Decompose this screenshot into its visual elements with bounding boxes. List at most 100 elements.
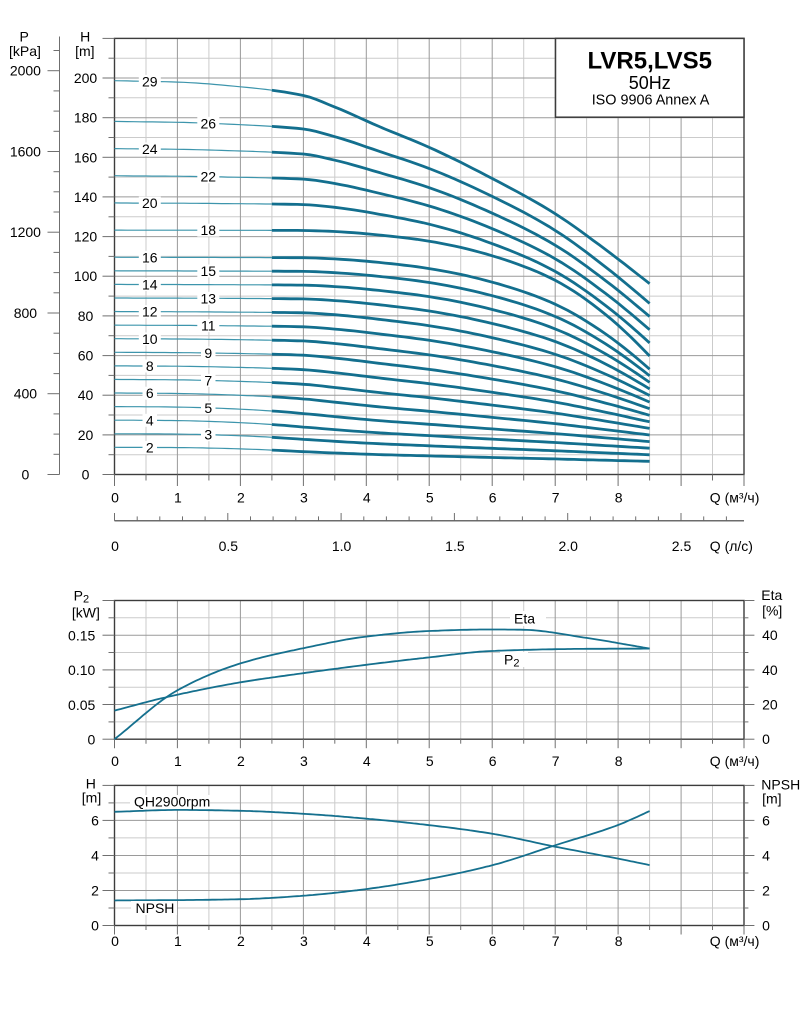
- svg-text:H: H: [80, 28, 90, 44]
- svg-text:1: 1: [174, 753, 182, 769]
- svg-text:8: 8: [615, 753, 623, 769]
- svg-text:ISO 9906 Annex A: ISO 9906 Annex A: [592, 93, 710, 109]
- svg-text:2: 2: [237, 753, 245, 769]
- svg-text:24: 24: [142, 141, 158, 157]
- svg-text:2: 2: [762, 883, 770, 899]
- svg-text:[kPa]: [kPa]: [9, 43, 41, 59]
- svg-text:40: 40: [762, 662, 778, 678]
- svg-text:20: 20: [762, 697, 778, 713]
- svg-text:7: 7: [552, 753, 560, 769]
- svg-text:3: 3: [204, 427, 212, 443]
- svg-text:16: 16: [142, 249, 158, 265]
- svg-text:2.0: 2.0: [558, 538, 578, 554]
- svg-text:120: 120: [74, 229, 98, 245]
- svg-text:12: 12: [142, 304, 158, 320]
- svg-text:Q (м³/ч): Q (м³/ч): [710, 933, 760, 949]
- svg-text:2000: 2000: [10, 63, 41, 79]
- svg-text:7: 7: [204, 372, 212, 388]
- svg-text:2: 2: [91, 883, 99, 899]
- svg-text:0: 0: [762, 918, 770, 934]
- svg-text:4: 4: [762, 848, 770, 864]
- svg-text:11: 11: [201, 318, 216, 334]
- svg-text:0: 0: [762, 731, 770, 747]
- svg-text:Q (м³/ч): Q (м³/ч): [710, 753, 760, 769]
- svg-text:5: 5: [426, 489, 434, 505]
- svg-text:40: 40: [762, 627, 778, 643]
- svg-text:0.10: 0.10: [68, 662, 95, 678]
- svg-text:[m]: [m]: [75, 43, 94, 59]
- svg-text:0: 0: [111, 538, 119, 554]
- svg-text:5: 5: [426, 933, 434, 949]
- svg-text:8: 8: [146, 358, 154, 374]
- svg-text:0.5: 0.5: [219, 538, 239, 554]
- svg-text:4: 4: [363, 489, 371, 505]
- svg-text:[m]: [m]: [762, 791, 781, 807]
- svg-text:6: 6: [762, 812, 770, 828]
- svg-text:8: 8: [615, 933, 623, 949]
- svg-text:180: 180: [74, 110, 98, 126]
- svg-text:3: 3: [300, 933, 308, 949]
- svg-text:140: 140: [74, 189, 98, 205]
- svg-text:1600: 1600: [10, 144, 41, 160]
- svg-text:2.5: 2.5: [672, 538, 692, 554]
- svg-text:1: 1: [174, 933, 182, 949]
- svg-text:[%]: [%]: [762, 602, 782, 618]
- svg-text:2: 2: [237, 489, 245, 505]
- svg-text:6: 6: [91, 812, 99, 828]
- svg-text:1200: 1200: [10, 224, 41, 240]
- svg-text:H: H: [86, 775, 96, 791]
- svg-text:2: 2: [146, 439, 154, 455]
- svg-text:Eta: Eta: [514, 611, 535, 627]
- svg-text:6: 6: [146, 385, 154, 401]
- svg-text:18: 18: [201, 222, 217, 238]
- svg-text:9: 9: [204, 345, 212, 361]
- svg-text:0.05: 0.05: [68, 697, 95, 713]
- svg-text:6: 6: [489, 753, 497, 769]
- svg-text:6: 6: [489, 489, 497, 505]
- svg-text:QH2900rpm: QH2900rpm: [134, 794, 210, 810]
- svg-text:3: 3: [300, 489, 308, 505]
- svg-text:4: 4: [363, 933, 371, 949]
- svg-text:80: 80: [78, 308, 94, 324]
- svg-text:0: 0: [91, 918, 99, 934]
- svg-text:14: 14: [142, 277, 158, 293]
- svg-text:60: 60: [78, 348, 94, 364]
- svg-text:Q (м³/ч): Q (м³/ч): [710, 489, 760, 505]
- svg-text:40: 40: [78, 387, 94, 403]
- svg-text:LVR5,LVS5: LVR5,LVS5: [588, 47, 712, 74]
- svg-text:4: 4: [91, 848, 99, 864]
- svg-text:26: 26: [201, 115, 217, 131]
- svg-text:400: 400: [14, 386, 38, 402]
- svg-text:1.0: 1.0: [332, 538, 352, 554]
- svg-text:4: 4: [146, 412, 154, 428]
- svg-text:0.15: 0.15: [68, 628, 95, 644]
- svg-text:100: 100: [74, 268, 98, 284]
- svg-text:1.5: 1.5: [445, 538, 465, 554]
- svg-text:Q (л/с): Q (л/с): [710, 538, 753, 554]
- svg-text:P: P: [20, 28, 29, 44]
- svg-text:0: 0: [22, 467, 30, 483]
- svg-text:0: 0: [111, 753, 119, 769]
- svg-text:10: 10: [142, 331, 158, 347]
- svg-text:3: 3: [300, 753, 308, 769]
- svg-text:22: 22: [201, 169, 217, 185]
- svg-text:20: 20: [78, 427, 94, 443]
- svg-text:0: 0: [111, 489, 119, 505]
- svg-text:NPSH: NPSH: [761, 776, 800, 792]
- svg-text:4: 4: [363, 753, 371, 769]
- svg-text:5: 5: [426, 753, 434, 769]
- svg-text:13: 13: [201, 290, 217, 306]
- svg-text:15: 15: [201, 263, 217, 279]
- svg-text:8: 8: [615, 489, 623, 505]
- svg-text:[kW]: [kW]: [72, 605, 100, 621]
- svg-text:5: 5: [204, 400, 212, 416]
- svg-text:160: 160: [74, 149, 98, 165]
- svg-text:2: 2: [237, 933, 245, 949]
- svg-text:Eta: Eta: [761, 587, 782, 603]
- svg-text:800: 800: [14, 305, 38, 321]
- svg-text:29: 29: [142, 73, 158, 89]
- svg-text:[m]: [m]: [82, 790, 101, 806]
- svg-text:0: 0: [82, 467, 90, 483]
- svg-text:50Hz: 50Hz: [629, 73, 671, 93]
- svg-text:1: 1: [174, 489, 182, 505]
